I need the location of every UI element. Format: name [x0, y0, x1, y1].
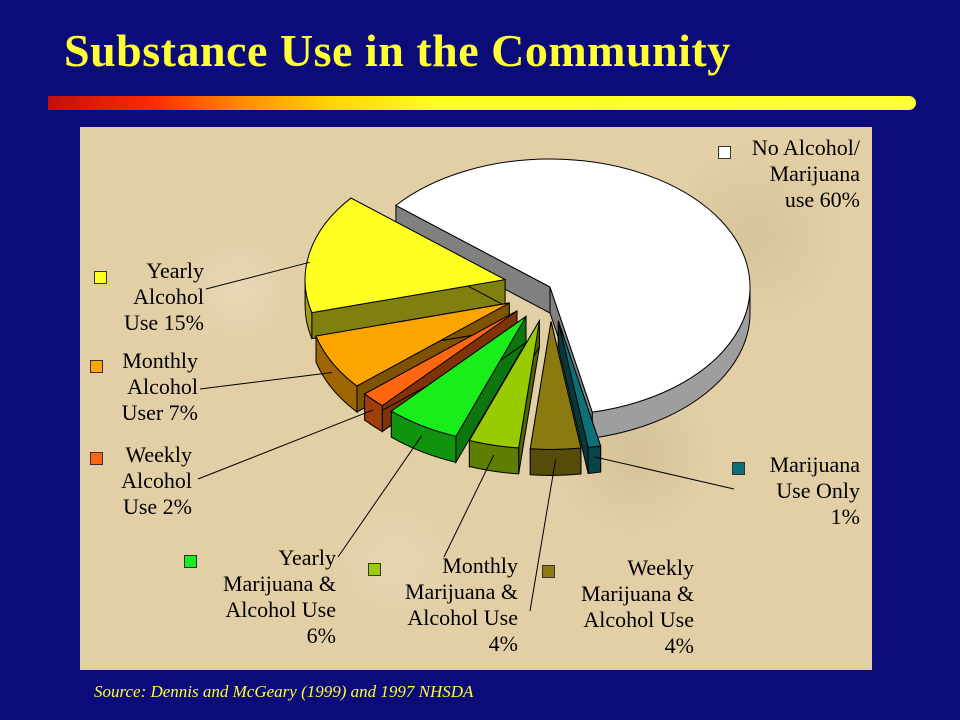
pie-chart [197, 158, 751, 612]
slice-label-monthly-alcohol: Monthly Alcohol User 7% [100, 348, 198, 426]
slice-label-weekly-alcohol: Weekly Alcohol Use 2% [100, 442, 192, 520]
pie-slice-yearly_alc [304, 197, 507, 340]
slice-label-line: Alcohol [121, 468, 192, 493]
slice-label-line: use 60% [784, 187, 860, 212]
slice-label-line: Yearly [146, 258, 204, 283]
slice-label-line: Marijuana & [222, 571, 336, 596]
slice-label-marijuana-only: Marijuana Use Only 1% [740, 452, 860, 530]
slice-label-line: Weekly [627, 555, 694, 580]
legend-swatch-weekly-mj-alcohol [542, 565, 555, 578]
slice-label-line: Alcohol [127, 374, 198, 399]
slice-label-line: Marijuana [769, 452, 860, 477]
legend-swatch-no-use [718, 146, 731, 159]
source-citation: Source: Dennis and McGeary (1999) and 19… [94, 682, 474, 701]
slice-label-line: 1% [830, 504, 860, 529]
slice-label-line: Monthly [442, 553, 518, 578]
slice-label-yearly-mj-alcohol: Yearly Marijuana & Alcohol Use 6% [198, 545, 336, 649]
slice-label-line: Monthly [122, 348, 198, 373]
legend-swatch-yearly-alcohol [94, 271, 107, 284]
leader-line-yearly_alc [205, 261, 310, 290]
slice-label-line: Alcohol Use [225, 597, 336, 622]
slice-label-line: 4% [664, 633, 694, 658]
slice-label-yearly-alcohol: Yearly Alcohol Use 15% [106, 258, 204, 336]
legend-swatch-yearly-mj-alcohol [184, 555, 197, 568]
legend-swatch-weekly-alcohol [90, 452, 103, 465]
leader-line-marijuana_only [594, 456, 735, 490]
slice-label-line: Marijuana & [404, 579, 518, 604]
pie-slice-yearly_mj_alc [390, 314, 527, 465]
slice-label-weekly-mj-alcohol: Weekly Marijuana & Alcohol Use 4% [556, 555, 694, 659]
leader-line-monthly_alc [199, 371, 333, 390]
slice-label-line: Use Only [776, 478, 860, 503]
slice-label-line: 6% [306, 623, 336, 648]
slice-label-line: Alcohol Use [407, 605, 518, 630]
slice-label-line: No Alcohol/ [751, 135, 860, 160]
slide-title: Substance Use in the Community [64, 25, 731, 76]
pie-slice-weekly_mj_alc [529, 321, 582, 476]
legend-swatch-monthly-mj-alcohol [368, 563, 381, 576]
pie-slice-marijuana_only [557, 320, 602, 475]
title-underline-bar [48, 96, 916, 110]
slice-label-line: Marijuana [769, 161, 860, 186]
slice-label-line: Yearly [278, 545, 336, 570]
slice-label-line: 4% [488, 631, 518, 656]
leader-line-yearly_mj_alc [337, 435, 423, 558]
chart-panel: No Alcohol/ Marijuana use 60% Yearly Alc… [80, 127, 872, 670]
legend-swatch-monthly-alcohol [90, 360, 103, 373]
slice-label-line: Use 15% [123, 310, 204, 335]
leader-line-weekly_mj_alc [529, 459, 557, 612]
slice-label-line: Alcohol Use [583, 607, 694, 632]
slice-label-line: Alcohol [133, 284, 204, 309]
slice-label-line: User 7% [121, 400, 198, 425]
legend-swatch-marijuana-only [732, 462, 745, 475]
slice-label-no-use: No Alcohol/ Marijuana use 60% [732, 135, 860, 213]
slice-label-line: Marijuana & [580, 581, 694, 606]
leader-line-monthly_mj_alc [443, 454, 495, 558]
slice-label-line: Weekly [125, 442, 192, 467]
leader-line-weekly_alc [197, 409, 374, 480]
slice-label-line: Use 2% [122, 494, 192, 519]
pie-slice-monthly_mj_alc [468, 318, 540, 475]
slice-label-monthly-mj-alcohol: Monthly Marijuana & Alcohol Use 4% [380, 553, 518, 657]
